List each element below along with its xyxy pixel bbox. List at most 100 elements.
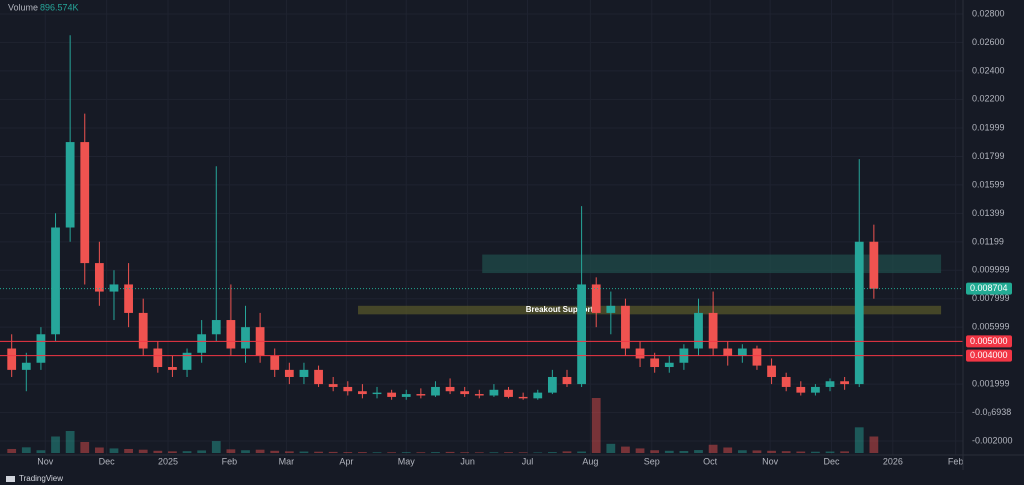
volume-bar bbox=[387, 452, 397, 453]
volume-bar bbox=[591, 398, 601, 453]
volume-bar bbox=[723, 447, 733, 453]
volume-bar bbox=[109, 448, 119, 453]
y-tick-label: -0.002000 bbox=[972, 435, 1013, 445]
candle-body bbox=[80, 142, 90, 264]
volume-bar bbox=[811, 451, 820, 453]
candle-body bbox=[445, 386, 455, 392]
volume-bar bbox=[7, 448, 17, 453]
candle-body bbox=[591, 284, 601, 313]
volume-bar bbox=[328, 451, 338, 453]
volume-value: 896.574K bbox=[40, 2, 79, 12]
y-tick-label: 0.007999 bbox=[972, 293, 1010, 303]
candle-body bbox=[708, 312, 718, 349]
candle-body bbox=[7, 348, 17, 370]
volume-bar bbox=[226, 449, 236, 453]
candle-body bbox=[504, 389, 513, 397]
candle-body bbox=[547, 376, 557, 393]
volume-bar bbox=[606, 443, 616, 453]
volume-bar bbox=[284, 451, 294, 453]
candle-body bbox=[635, 348, 645, 359]
candle-body bbox=[723, 348, 733, 356]
candle-body bbox=[737, 348, 747, 356]
candle-body bbox=[694, 312, 703, 349]
volume-bar bbox=[241, 450, 250, 453]
brand: TradingView bbox=[6, 474, 63, 483]
volume-bar bbox=[65, 431, 75, 453]
candle-body bbox=[474, 394, 484, 396]
volume-bar bbox=[36, 450, 46, 453]
brand-name: TradingView bbox=[19, 474, 63, 483]
candle-body bbox=[401, 394, 411, 397]
volume-bar bbox=[255, 449, 265, 453]
volume-bar bbox=[767, 450, 776, 453]
volume-bar bbox=[840, 451, 850, 453]
volume-bar bbox=[577, 451, 586, 453]
volume-bar bbox=[182, 451, 192, 453]
x-tick-label: Nov bbox=[762, 456, 779, 466]
volume-bar bbox=[138, 449, 148, 453]
candle-body bbox=[211, 320, 221, 335]
volume-bar bbox=[80, 442, 90, 453]
volume-bar bbox=[650, 450, 660, 453]
candle-body bbox=[138, 312, 148, 349]
volume-bar bbox=[401, 452, 411, 453]
candle-body bbox=[825, 381, 835, 387]
candle-body bbox=[124, 284, 133, 313]
y-tick-label: 0.02800 bbox=[972, 8, 1005, 18]
volume-bar bbox=[621, 446, 630, 453]
y-tick-label: 0.005999 bbox=[972, 322, 1010, 332]
y-tick-label: 0.001999 bbox=[972, 378, 1010, 388]
candle-body bbox=[621, 305, 630, 349]
y-tick-label: 0.009999 bbox=[972, 265, 1010, 275]
candle-body bbox=[168, 367, 177, 370]
volume-bar bbox=[708, 444, 718, 453]
zone-label: Breakout Support bbox=[526, 305, 594, 314]
candle-body bbox=[36, 334, 46, 363]
volume-bar bbox=[562, 451, 572, 453]
volume-bar bbox=[270, 450, 280, 453]
candle-body bbox=[284, 369, 294, 377]
volume-bar bbox=[474, 452, 484, 453]
y-tick-label: 0.01799 bbox=[972, 151, 1005, 161]
candle-body bbox=[328, 384, 338, 387]
volume-bar bbox=[51, 436, 60, 453]
zone bbox=[482, 254, 942, 274]
candle-body bbox=[577, 284, 586, 385]
candle-body bbox=[197, 334, 207, 353]
y-tick-label: 0.02600 bbox=[972, 37, 1005, 47]
candle-body bbox=[650, 358, 660, 368]
price-tag-label: 0.004000 bbox=[970, 350, 1008, 360]
y-tick-label: 0.02400 bbox=[972, 65, 1005, 75]
volume-bar bbox=[197, 450, 207, 453]
candle-body bbox=[811, 386, 820, 393]
candle-body bbox=[299, 369, 309, 377]
volume-bar bbox=[796, 451, 806, 453]
x-tick-label: 2025 bbox=[158, 456, 178, 466]
volume-bar bbox=[869, 436, 879, 453]
y-tick-label: 0.01399 bbox=[972, 208, 1005, 218]
candle-body bbox=[153, 348, 163, 368]
volume-bar bbox=[358, 452, 367, 453]
volume-bar bbox=[752, 450, 762, 453]
x-tick-label: Jun bbox=[460, 456, 475, 466]
candle-body bbox=[343, 386, 353, 392]
volume-bar bbox=[343, 452, 353, 453]
y-tick-label: 0.01999 bbox=[972, 122, 1005, 132]
x-tick-label: Feb bbox=[222, 456, 238, 466]
x-tick-label: Oct bbox=[703, 456, 718, 466]
volume-bar bbox=[547, 452, 557, 453]
volume-bar bbox=[664, 450, 674, 453]
candle-body bbox=[241, 327, 250, 349]
candle-body bbox=[562, 376, 572, 385]
volume-bar bbox=[94, 447, 104, 453]
candle-body bbox=[65, 142, 75, 228]
volume-bar bbox=[533, 452, 543, 453]
volume-bar bbox=[694, 450, 703, 453]
candle-body bbox=[489, 389, 499, 396]
volume-bar bbox=[737, 450, 747, 453]
candle-body bbox=[226, 320, 236, 349]
candle-body bbox=[21, 362, 31, 370]
y-tick-label: 0.02200 bbox=[972, 94, 1005, 104]
candle-body bbox=[752, 348, 762, 366]
